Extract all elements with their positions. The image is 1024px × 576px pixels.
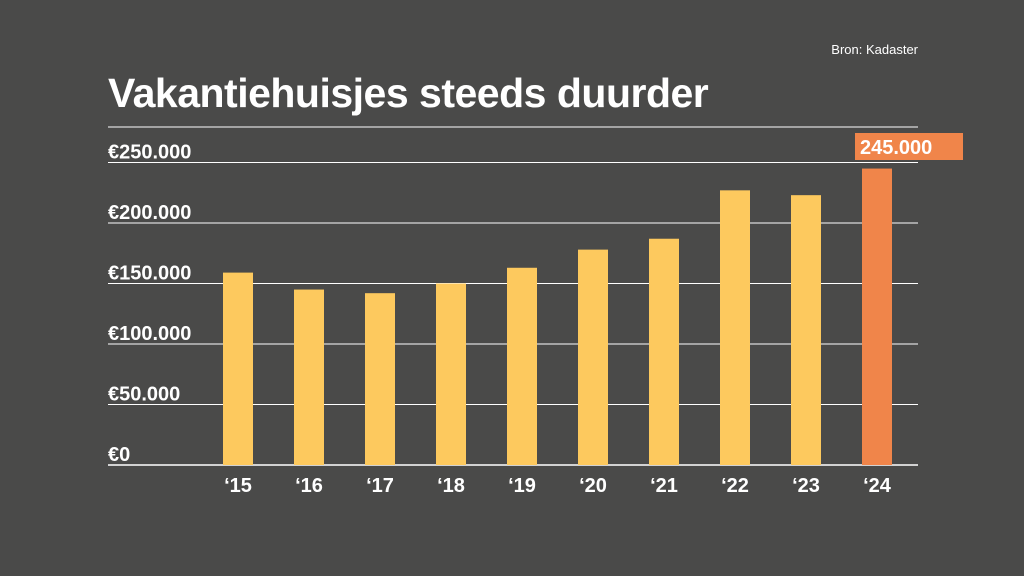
bar bbox=[791, 195, 821, 466]
bar bbox=[436, 283, 466, 465]
value-label: 245.000 bbox=[860, 137, 932, 159]
y-tick-label: €150.000 bbox=[108, 263, 191, 285]
x-tick-label: ‘21 bbox=[650, 475, 678, 497]
x-tick-label: ‘16 bbox=[295, 475, 323, 497]
x-tick-label: ‘23 bbox=[792, 475, 820, 497]
x-tick-label: ‘17 bbox=[366, 475, 394, 497]
bar bbox=[862, 168, 892, 466]
x-tick-label: ‘24 bbox=[863, 475, 892, 497]
bar bbox=[507, 267, 537, 465]
bar bbox=[649, 238, 679, 465]
x-tick-label: ‘22 bbox=[721, 475, 749, 497]
chart-title: Vakantiehuisjes steeds duurder bbox=[108, 70, 709, 116]
y-tick-label: €50.000 bbox=[108, 384, 180, 406]
bar bbox=[294, 289, 324, 465]
x-tick-label: ‘15 bbox=[224, 475, 252, 497]
x-axis-labels: ‘15 ‘16 ‘17 ‘18 ‘19 ‘20 ‘21 ‘22 ‘23 ‘24 bbox=[224, 475, 892, 497]
value-label-box bbox=[855, 133, 963, 160]
x-tick-label: ‘19 bbox=[508, 475, 536, 497]
bars bbox=[223, 168, 892, 466]
y-tick-label: €200.000 bbox=[108, 202, 191, 224]
bar bbox=[223, 272, 253, 465]
y-axis-labels: €0 €50.000 €100.000 €150.000 €200.000 €250.00… bbox=[108, 142, 191, 467]
bar bbox=[720, 190, 750, 465]
y-tick-label: €0 bbox=[108, 444, 130, 466]
bar bbox=[365, 293, 395, 465]
x-tick-label: ‘18 bbox=[437, 475, 465, 497]
annotations: 245.000 bbox=[855, 133, 963, 160]
bar bbox=[578, 249, 608, 465]
y-tick-label: €250.000 bbox=[108, 142, 191, 164]
x-tick-label: ‘20 bbox=[579, 475, 607, 497]
y-tick-label: €100.000 bbox=[108, 323, 191, 345]
source-note: Bron: Kadaster bbox=[831, 42, 918, 57]
